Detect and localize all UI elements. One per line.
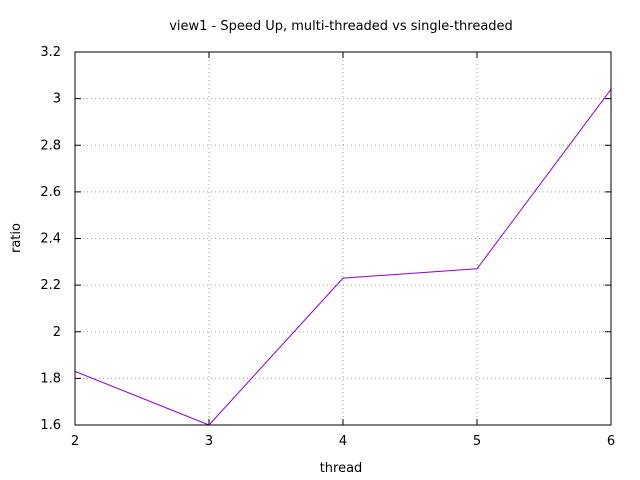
x-tick-label: 6: [607, 434, 615, 449]
x-tick-label: 4: [339, 434, 347, 449]
x-tick-label: 3: [205, 434, 213, 449]
x-tick-label: 5: [473, 434, 481, 449]
x-tick-label: 2: [71, 434, 79, 449]
x-axis-label: thread: [320, 461, 363, 476]
y-axis-ticks: 1.6 1.8 2 2.2 2.4 2.6 2.8 3 3.2: [40, 45, 611, 433]
y-tick-label: 1.6: [40, 418, 61, 433]
y-tick-label: 2.6: [40, 185, 61, 200]
y-tick-label: 2.8: [40, 138, 61, 153]
y-tick-label: 1.8: [40, 371, 61, 386]
data-point: [476, 268, 478, 270]
plot-frame: [74, 51, 612, 426]
y-tick-label: 3.2: [40, 45, 61, 60]
y-tick-label: 2.2: [40, 278, 61, 293]
y-tick-label: 2.4: [40, 232, 61, 247]
grid-lines: [75, 52, 611, 425]
chart-title: view1 - Speed Up, multi-threaded vs sing…: [169, 19, 513, 34]
data-point: [342, 277, 344, 279]
y-axis-label: ratio: [9, 223, 24, 253]
y-tick-label: 2: [53, 325, 61, 340]
y-tick-label: 3: [53, 92, 61, 107]
